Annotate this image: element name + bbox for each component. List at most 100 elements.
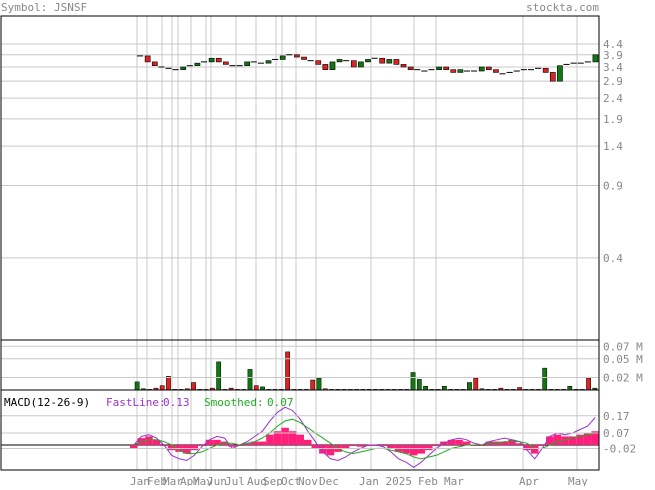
macd-histogram-bar xyxy=(432,445,441,446)
price-candle xyxy=(478,66,485,72)
x-tick-label: Jul xyxy=(225,475,245,486)
x-tick-label: May xyxy=(193,475,213,486)
price-candle xyxy=(336,59,343,63)
price-tick-label: 3.9 xyxy=(603,49,623,62)
price-candle xyxy=(450,69,457,73)
macd-tick-label: 0.07 xyxy=(603,427,630,440)
macd-histogram-bar xyxy=(281,427,289,445)
macd-smoothed-line xyxy=(133,418,596,460)
macd-tick-label: 0.17 xyxy=(603,410,630,423)
macd-histogram-bar xyxy=(182,445,191,454)
price-candle xyxy=(358,61,364,68)
macd-histogram-bar xyxy=(591,431,599,445)
volume-bar xyxy=(247,369,253,391)
macd-histogram-bar xyxy=(583,432,592,445)
volume-bars xyxy=(134,351,598,391)
price-candle xyxy=(549,72,556,82)
x-tick-label: Mar xyxy=(444,475,464,486)
macd-fastline-label: FastLine: xyxy=(106,396,166,409)
price-candle xyxy=(151,61,158,66)
panel-frame xyxy=(0,389,600,471)
volume-bar xyxy=(542,367,548,391)
macd-histogram-bar xyxy=(508,439,516,445)
macd-smoothed-value: 0.07 xyxy=(267,396,294,409)
volume-tick-label: 0.02 M xyxy=(603,372,643,385)
macd-histogram-bar xyxy=(228,445,236,447)
volume-bar xyxy=(473,377,479,391)
price-candle xyxy=(215,57,222,63)
macd-histogram-bar xyxy=(546,436,554,445)
macd-histogram-bar xyxy=(561,436,569,445)
price-tick-label: 0.9 xyxy=(603,180,623,193)
macd-histogram-bar xyxy=(402,445,410,454)
volume-tick-label: 0.07 M xyxy=(603,340,643,353)
price-candle xyxy=(194,62,201,66)
price-candle xyxy=(265,60,272,64)
macd-histogram-bar xyxy=(326,445,335,456)
price-candle xyxy=(180,66,187,70)
x-tick-label: Feb xyxy=(147,475,167,486)
price-candle xyxy=(386,59,393,64)
volume-bar xyxy=(586,377,591,391)
panel-frame xyxy=(0,339,600,391)
price-candle xyxy=(322,64,329,70)
price-candle xyxy=(407,66,414,70)
macd-histogram-bar xyxy=(447,439,456,445)
price-tick-label: 4.4 xyxy=(603,38,623,51)
macd-histogram-bar xyxy=(462,441,471,445)
macd-histogram-bar xyxy=(523,445,531,451)
macd-histogram-bar xyxy=(341,445,350,449)
macd-histogram-bar xyxy=(296,434,304,445)
price-candle xyxy=(365,59,371,63)
macd-histogram-bar xyxy=(425,445,433,451)
macd-histogram-bar xyxy=(311,445,320,449)
x-tick-label: May xyxy=(568,475,588,486)
volume-bar xyxy=(316,377,322,391)
price-candle xyxy=(557,65,563,82)
price-candle xyxy=(329,61,336,70)
volume-bar xyxy=(253,385,259,391)
volume-bar xyxy=(134,381,140,391)
volume-bar xyxy=(441,386,447,391)
price-candle xyxy=(244,61,251,66)
macd-histogram-bar xyxy=(205,439,214,445)
macd-histogram-bar xyxy=(273,431,282,445)
macd-histogram-bar xyxy=(553,434,562,445)
macd-histogram-bar xyxy=(266,434,274,445)
volume-tick-label: 0.05 M xyxy=(603,353,643,366)
macd-histogram-bar xyxy=(303,439,312,445)
macd-histogram-bar xyxy=(568,436,577,445)
price-candle xyxy=(379,57,386,64)
macd-histogram-bar xyxy=(356,445,365,447)
price-candle xyxy=(542,68,549,73)
macd-histogram-bar xyxy=(576,434,584,445)
brand-label: stockta.com xyxy=(526,1,599,14)
volume-bar xyxy=(285,351,291,391)
macd-histogram-bar xyxy=(190,445,199,451)
x-tick-label: Aug xyxy=(247,475,267,486)
macd-histogram-bar xyxy=(198,445,206,446)
x-tick-label: Jan 2025 xyxy=(359,475,412,486)
price-tick-label: 0.4 xyxy=(603,252,623,265)
volume-bar xyxy=(467,382,472,391)
price-candle xyxy=(457,69,464,73)
volume-bar xyxy=(423,386,428,391)
price-tick-label: 1.9 xyxy=(603,113,623,126)
x-tick-label: Apr xyxy=(519,475,539,486)
macd-tick-label: -0.02 xyxy=(603,442,636,455)
macd-histogram-bar xyxy=(515,443,524,445)
x-tick-label: Feb xyxy=(418,475,438,486)
price-candle xyxy=(222,61,229,65)
price-tick-label: 1.4 xyxy=(603,140,623,153)
x-tick-label: Jun xyxy=(207,475,227,486)
macd-histogram-bar xyxy=(538,445,547,446)
macd-histogram-bar xyxy=(530,445,539,454)
x-tick-label: Nov xyxy=(298,475,318,486)
macd-histogram-bar xyxy=(500,441,509,445)
volume-bar xyxy=(416,379,422,391)
x-tick-label: Oct xyxy=(281,475,301,486)
x-tick-label: Mar xyxy=(163,475,183,486)
price-tick-label: 2.4 xyxy=(603,92,623,105)
volume-bar xyxy=(410,372,416,391)
